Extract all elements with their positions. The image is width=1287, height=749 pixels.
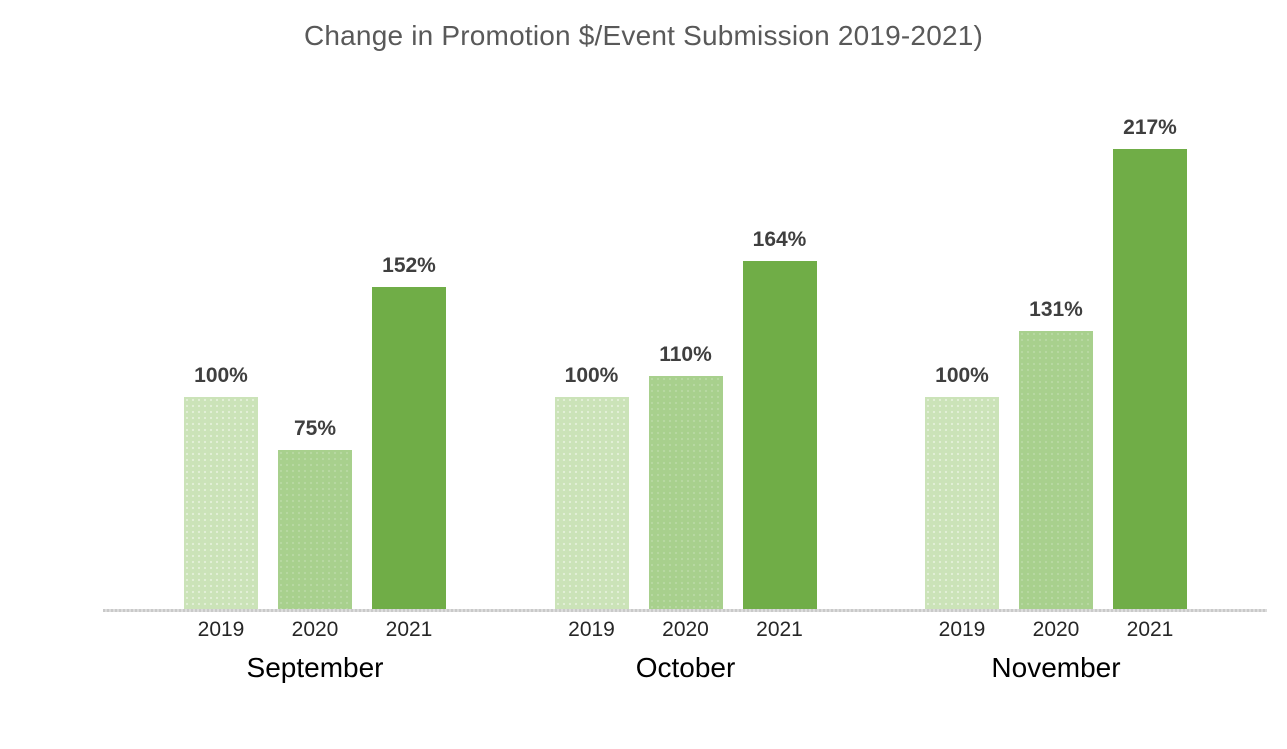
bar-cell-2021-september: 152%	[372, 254, 446, 609]
bar-2020-october	[648, 376, 723, 609]
bar-value-label-2019-september: 100%	[194, 364, 248, 387]
bar-cell-2021-november: 217%	[1113, 116, 1187, 609]
bar-cell-2020-september: 75%	[278, 417, 352, 609]
bar-value-label-2020-november: 131%	[1029, 298, 1083, 321]
bar-2019-september	[184, 397, 258, 609]
bar-value-label-2019-november: 100%	[935, 364, 989, 387]
year-tick-label-2019-october: 2019	[568, 618, 615, 641]
plot-area: 100% 75% 152% 2019 2020 2021 September 100% 110%…	[184, 0, 1187, 684]
bar-value-label-2021-november: 217%	[1123, 116, 1177, 139]
bar-cell-2019-october: 100%	[554, 364, 629, 609]
bar-cell-2019-september: 100%	[184, 364, 258, 609]
year-ticks-october: 2019 2020 2021	[555, 618, 817, 642]
year-tick-label-2021-september: 2021	[385, 618, 433, 641]
bar-group-september: 100% 75% 152% 2019 2020 2021 September	[184, 0, 446, 684]
category-label-october: October	[635, 652, 736, 683]
bars-row-october: 100% 110% 164%	[554, 0, 817, 609]
bar-cell-2019-november: 100%	[925, 364, 999, 609]
category-label-september: September	[246, 652, 384, 683]
bar-value-label-2019-october: 100%	[564, 364, 619, 387]
year-tick-label-2020-october: 2020	[662, 618, 709, 641]
bar-2019-november	[925, 397, 999, 609]
bar-2021-november	[1113, 149, 1187, 609]
year-tick-label-2019-september: 2019	[197, 618, 245, 641]
bar-2021-september	[372, 287, 446, 609]
category-label-november: November	[991, 652, 1121, 683]
year-tick-label-2019-november: 2019	[938, 618, 986, 641]
year-ticks-september: 2019 2020 2021	[184, 618, 446, 642]
bar-cell-2020-october: 110%	[648, 343, 723, 609]
bar-value-label-2021-october: 164%	[752, 228, 807, 251]
bar-2020-september	[278, 450, 352, 609]
bar-2019-october	[554, 397, 629, 609]
bar-2021-october	[742, 261, 817, 609]
bars-row-september: 100% 75% 152%	[184, 0, 446, 609]
bar-group-november: 100% 131% 217% 2019 2020 2021 November	[925, 0, 1187, 684]
bar-value-label-2020-september: 75%	[293, 417, 337, 440]
year-tick-label-2020-september: 2020	[291, 618, 339, 641]
bar-value-label-2020-october: 110%	[659, 343, 712, 366]
bar-2020-november	[1019, 331, 1093, 609]
bar-group-october: 100% 110% 164% 2019 2020 2021 October	[554, 0, 817, 684]
year-tick-label-2021-october: 2021	[756, 618, 803, 641]
bar-value-label-2021-september: 152%	[382, 254, 436, 277]
year-ticks-november: 2019 2020 2021	[925, 618, 1187, 642]
bar-cell-2020-november: 131%	[1019, 298, 1093, 609]
bars-row-november: 100% 131% 217%	[925, 0, 1187, 609]
x-axis-line	[103, 609, 1267, 612]
year-tick-label-2021-november: 2021	[1126, 618, 1174, 641]
bar-cell-2021-october: 164%	[742, 228, 817, 609]
chart-title: Change in Promotion $/Event Submission 2…	[303, 20, 984, 51]
year-tick-label-2020-november: 2020	[1032, 618, 1080, 641]
